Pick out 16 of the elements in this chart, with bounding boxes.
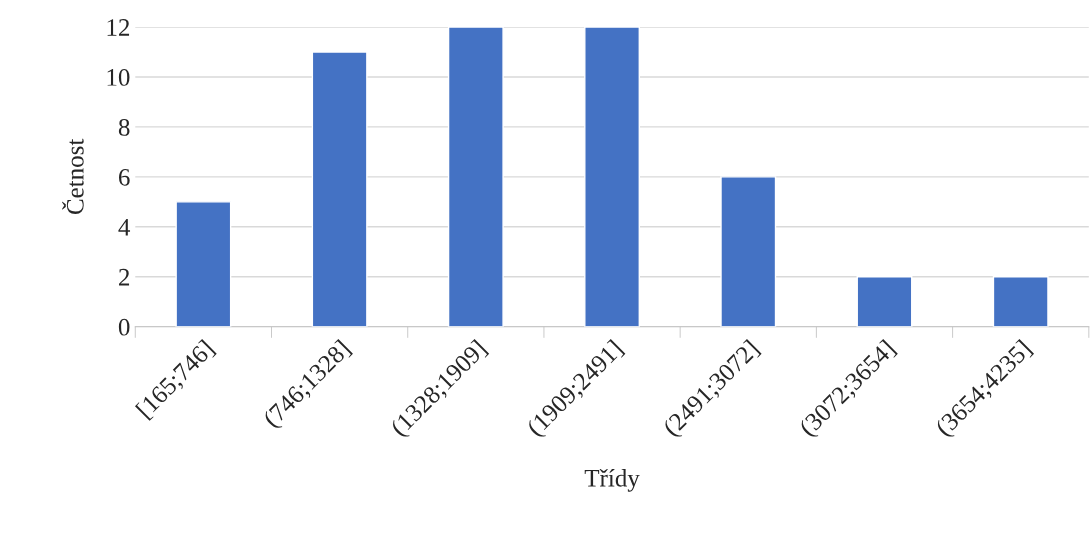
bar: [992, 276, 1049, 327]
y-tick-label: 8: [118, 118, 130, 136]
y-tick-label: 6: [119, 168, 130, 186]
y-tick-label: 12: [107, 19, 130, 36]
y-tick-label: 10: [107, 69, 130, 86]
y-tick-label: 0: [118, 318, 130, 336]
bar: [311, 51, 368, 327]
x-axis-title: Třídy: [584, 469, 640, 492]
y-tick-label: 2: [119, 268, 130, 286]
y-tick-label: 4: [118, 219, 131, 236]
bar: [720, 176, 777, 327]
bar: [856, 276, 913, 327]
bar: [175, 201, 232, 327]
bar: [447, 27, 504, 327]
y-axis-title: Četnost: [62, 138, 84, 215]
bar: [584, 27, 640, 327]
